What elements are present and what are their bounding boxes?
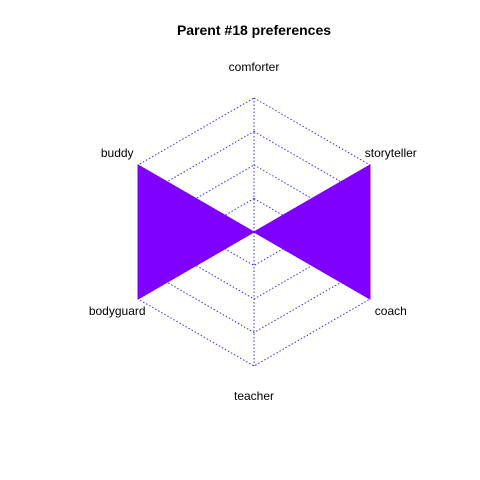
chart-title: Parent #18 preferences xyxy=(177,22,331,38)
axis-label-teacher: teacher xyxy=(234,389,274,403)
series-area-0 xyxy=(137,164,371,300)
radar-series xyxy=(137,164,371,300)
axis-label-buddy: buddy xyxy=(101,146,134,160)
axis-labels: comforter storyteller coach teacher bodyguar… xyxy=(89,60,417,403)
grid-ring-3 xyxy=(166,130,342,334)
axis-label-comforter: comforter xyxy=(229,60,280,74)
axis-label-bodyguard: bodyguard xyxy=(89,304,146,318)
axis-label-coach: coach xyxy=(375,304,407,318)
axis-label-storyteller: storyteller xyxy=(365,146,417,160)
